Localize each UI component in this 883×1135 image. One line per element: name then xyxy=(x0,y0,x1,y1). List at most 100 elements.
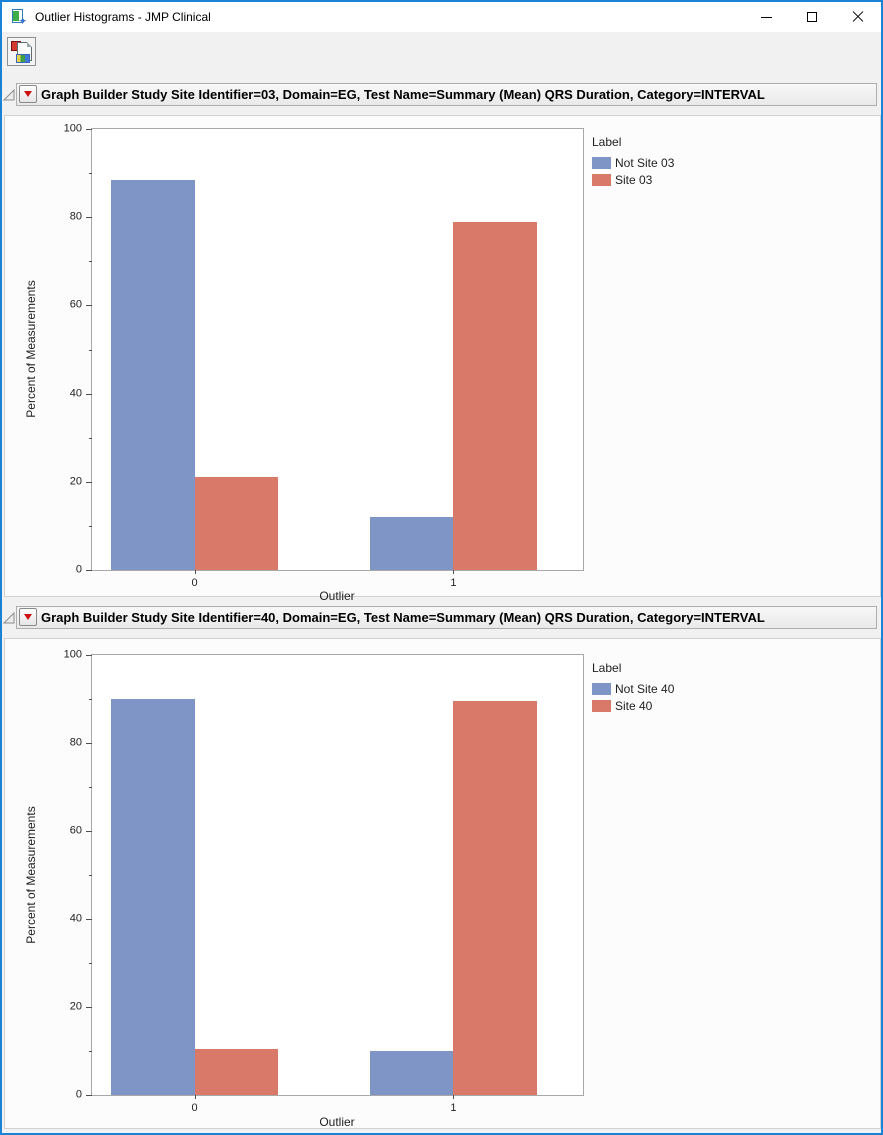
legend-item[interactable]: Not Site 03 xyxy=(592,156,702,170)
plot-area-1[interactable]: 0 20 40 60 80 100 0 1 xyxy=(64,123,584,589)
y-major-tick xyxy=(86,919,92,920)
chart-container-1: 0 20 40 60 80 100 0 1 Percent of Measurements O… xyxy=(4,115,881,603)
y-major-tick xyxy=(86,1095,92,1096)
close-icon xyxy=(852,11,864,23)
x-tick-label: 0 xyxy=(191,1102,198,1114)
y-major-tick xyxy=(86,1007,92,1008)
x-tick xyxy=(453,1095,455,1099)
picture-thumbnail-icon xyxy=(16,54,30,63)
y-minor-tick xyxy=(89,699,92,700)
y-tick-label: 80 xyxy=(69,736,82,749)
y-minor-tick xyxy=(89,437,92,439)
red-triangle-icon xyxy=(24,91,32,97)
maximize-button[interactable] xyxy=(789,2,835,32)
window-title: Outlier Histograms - JMP Clinical xyxy=(35,10,211,24)
y-tick-label: 100 xyxy=(63,122,82,135)
y-major-tick xyxy=(86,570,92,571)
y-tick-label: 0 xyxy=(75,1088,82,1101)
y-major-tick xyxy=(86,129,92,130)
disclosure-triangle-icon[interactable] xyxy=(3,89,15,101)
minimize-icon xyxy=(760,16,772,18)
minimize-button[interactable] xyxy=(743,2,789,32)
window-controls xyxy=(743,2,881,32)
bar-not-site-03-cat1[interactable] xyxy=(369,517,454,570)
y-axis-title-1: Percent of Measurements xyxy=(24,280,38,418)
title-bar: ✦ Outlier Histograms - JMP Clinical xyxy=(2,2,881,32)
y-major-tick xyxy=(86,655,92,656)
x-axis-title-1: Outlier xyxy=(319,589,355,603)
y-minor-tick xyxy=(89,349,92,351)
y-major-tick xyxy=(86,305,92,307)
bar-site-40-cat1[interactable] xyxy=(453,701,538,1095)
y-major-tick xyxy=(86,217,92,219)
y-minor-tick xyxy=(89,1051,92,1052)
outline-header-bar[interactable]: Graph Builder Study Site Identifier=40, … xyxy=(16,606,877,629)
graph-builder-title-2: Graph Builder Study Site Identifier=40, … xyxy=(41,610,765,625)
y-tick-label: 40 xyxy=(69,387,82,400)
legend-title: Label xyxy=(592,661,622,675)
y-major-tick xyxy=(86,831,92,832)
y-tick-label: 20 xyxy=(69,1000,82,1013)
y-minor-tick xyxy=(89,525,92,527)
bar-site-03-cat1[interactable] xyxy=(453,221,538,570)
outline-header-2: Graph Builder Study Site Identifier=40, … xyxy=(2,606,881,629)
document-fill xyxy=(13,11,19,21)
legend-label: Site 03 xyxy=(615,173,653,187)
bar-site-40-cat0[interactable] xyxy=(194,1048,279,1095)
legend-label: Not Site 40 xyxy=(615,682,675,696)
maximize-icon xyxy=(807,12,817,22)
y-minor-tick xyxy=(89,963,92,964)
legend-swatch-red xyxy=(592,174,611,186)
y-tick-label: 40 xyxy=(69,912,82,925)
x-tick xyxy=(194,570,196,574)
y-tick-label: 60 xyxy=(69,824,82,837)
x-tick-label: 1 xyxy=(450,577,457,589)
x-tick-label: 1 xyxy=(450,1102,457,1114)
x-tick xyxy=(453,570,455,574)
save-report-picture-button[interactable] xyxy=(7,37,36,66)
legend-swatch-blue xyxy=(592,683,611,695)
y-major-tick xyxy=(86,743,92,744)
y-minor-tick xyxy=(89,875,92,876)
outline-header-bar[interactable]: Graph Builder Study Site Identifier=03, … xyxy=(16,83,877,106)
legend-1: Label Not Site 03 Site 03 xyxy=(592,135,702,190)
bar-site-03-cat0[interactable] xyxy=(194,477,279,570)
y-minor-tick xyxy=(89,261,92,263)
x-axis-title-2: Outlier xyxy=(319,1115,355,1129)
y-tick-label: 80 xyxy=(69,210,82,223)
legend-title: Label xyxy=(592,135,622,149)
page-fold xyxy=(27,42,32,47)
bar-not-site-40-cat0[interactable] xyxy=(110,699,195,1095)
legend-swatch-red xyxy=(592,700,611,712)
red-triangle-menu-button-1[interactable] xyxy=(19,85,37,103)
x-tick-label: 0 xyxy=(191,577,198,589)
x-tick xyxy=(194,1095,196,1099)
y-tick-label: 0 xyxy=(75,563,82,576)
disclosure-triangle-icon[interactable] xyxy=(3,612,15,624)
bar-not-site-03-cat0[interactable] xyxy=(110,179,195,570)
jmp-clinical-app-icon: ✦ xyxy=(11,9,27,26)
outline-header-1: Graph Builder Study Site Identifier=03, … xyxy=(2,83,881,106)
y-tick-label: 60 xyxy=(69,298,82,311)
y-major-tick xyxy=(86,393,92,395)
chart-container-2: 0 20 40 60 80 100 0 1 Percent of Measurements O… xyxy=(4,638,881,1129)
red-triangle-menu-button-2[interactable] xyxy=(19,608,37,626)
red-triangle-icon xyxy=(24,614,32,620)
legend-item[interactable]: Site 03 xyxy=(592,173,702,187)
y-tick-label: 100 xyxy=(63,648,82,661)
legend-2: Label Not Site 40 Site 40 xyxy=(592,661,702,716)
legend-item[interactable]: Not Site 40 xyxy=(592,682,702,696)
legend-label: Not Site 03 xyxy=(615,156,675,170)
legend-item[interactable]: Site 40 xyxy=(592,699,702,713)
plot-area-2[interactable]: 0 20 40 60 80 100 0 1 xyxy=(64,649,584,1114)
y-axis-title-2: Percent of Measurements xyxy=(24,806,38,944)
y-tick-label: 20 xyxy=(69,475,82,488)
y-major-tick xyxy=(86,481,92,483)
close-button[interactable] xyxy=(835,2,881,32)
sparkle-glyph: ✦ xyxy=(19,16,27,26)
bar-not-site-40-cat1[interactable] xyxy=(369,1051,454,1095)
y-minor-tick xyxy=(89,173,92,175)
legend-label: Site 40 xyxy=(615,699,653,713)
graph-builder-title-1: Graph Builder Study Site Identifier=03, … xyxy=(41,87,765,102)
